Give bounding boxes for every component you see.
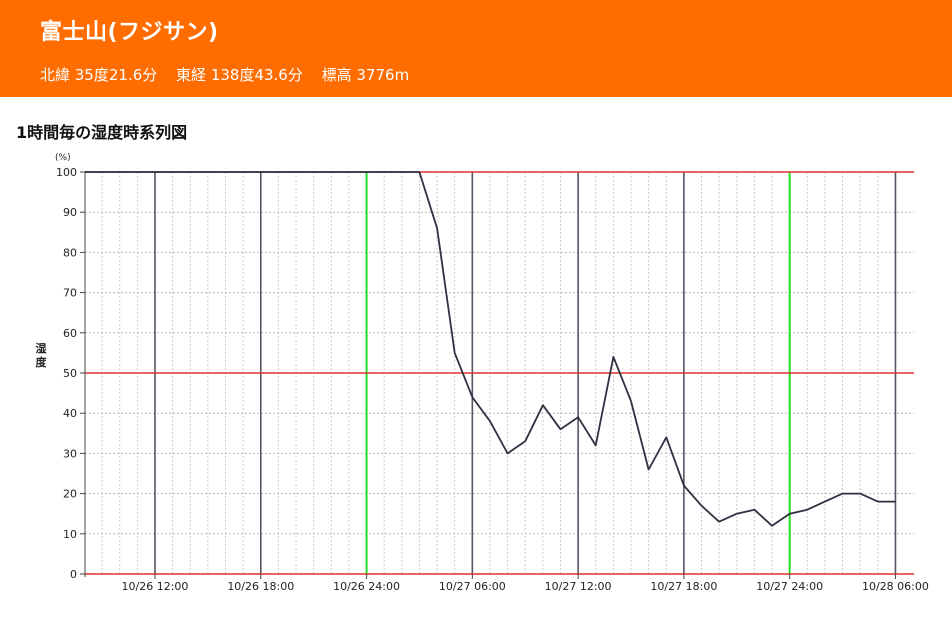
y-tick-label: 90 [63, 206, 77, 219]
y-axis-label: 湿度 [36, 341, 48, 369]
x-tick-label: 10/28 06:00 [862, 580, 929, 593]
latitude: 北緯 35度21.6分 [40, 66, 158, 84]
station-title: 富士山(フジサン) [40, 20, 219, 45]
y-tick-label: 100 [56, 166, 77, 179]
y-unit-label: (%) [55, 153, 71, 163]
y-tick-label: 0 [70, 568, 77, 581]
humidity-series-line [85, 171, 896, 527]
x-tick-label: 10/27 06:00 [439, 580, 506, 593]
station-coordinates: 北緯 35度21.6分 東経 138度43.6分 標高 3776m [40, 64, 423, 85]
x-tick-label: 10/26 12:00 [122, 580, 189, 593]
x-tick-label: 10/27 18:00 [650, 580, 717, 593]
y-tick-label: 10 [63, 528, 77, 541]
header: 富士山(フジサン) 北緯 35度21.6分 東経 138度43.6分 標高 37… [0, 0, 952, 97]
y-tick-label: 40 [63, 407, 77, 420]
x-tick-label: 10/26 18:00 [227, 580, 294, 593]
x-tick-label: 10/26 24:00 [333, 580, 400, 593]
longitude: 東経 138度43.6分 [176, 66, 303, 84]
y-tick-label: 30 [63, 447, 77, 460]
y-tick-label: 50 [63, 367, 77, 380]
elevation: 標高 3776m [321, 66, 410, 84]
chart-title: 1時間毎の湿度時系列図 [16, 123, 188, 142]
y-tick-label: 80 [63, 246, 77, 259]
y-tick-label: 70 [63, 287, 77, 300]
y-tick-label: 60 [63, 327, 77, 340]
y-tick-label: 20 [63, 488, 77, 501]
x-tick-label: 10/27 12:00 [545, 580, 612, 593]
x-tick-label: 10/27 24:00 [756, 580, 823, 593]
